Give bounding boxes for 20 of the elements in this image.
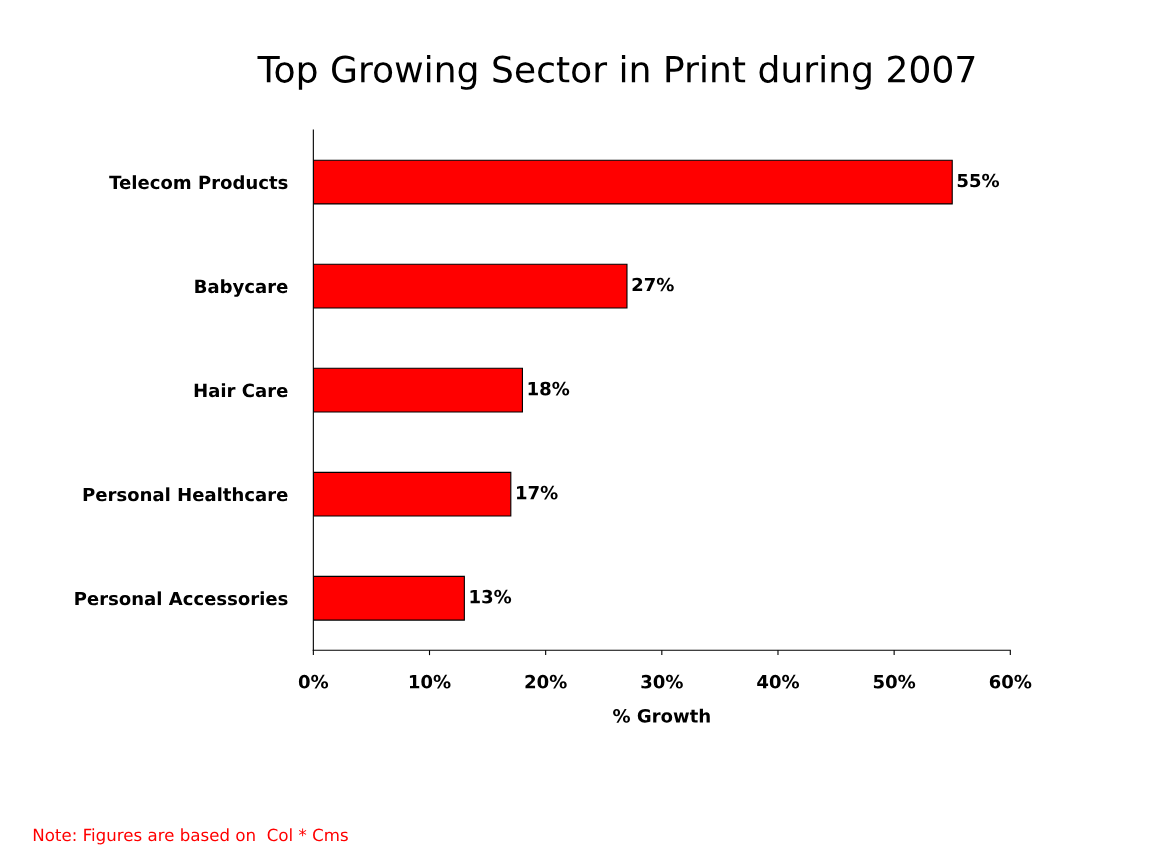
x-axis-title: % Growth — [613, 708, 710, 723]
text: Note: Figures are based on Col * Cms — [33, 828, 348, 845]
x-tick-label: 10% — [409, 674, 451, 689]
x-tick-label: 30% — [641, 674, 683, 689]
chart-title: Top Growing Sector in Print during 2007 — [257, 54, 975, 90]
x-tick-label: 40% — [757, 674, 800, 689]
data-label: 55% — [957, 173, 1000, 188]
y-tick-label: Telecom Products — [109, 175, 288, 190]
y-tick-label: Hair Care — [194, 383, 288, 398]
x-tick-label: 20% — [525, 674, 567, 689]
y-tick-label: Babycare — [195, 279, 288, 297]
data-label: 18% — [528, 381, 570, 396]
data-label: 17% — [517, 485, 558, 500]
x-tick-label: 60% — [989, 674, 1032, 689]
data-label: 27% — [632, 277, 674, 292]
x-tick-label: 0% — [298, 674, 329, 689]
y-tick-label: Personal Accessories — [75, 591, 288, 606]
data-label: 13% — [470, 589, 512, 604]
y-tick-label: Personal Healthcare — [83, 487, 288, 502]
x-tick-label: 50% — [873, 674, 916, 689]
